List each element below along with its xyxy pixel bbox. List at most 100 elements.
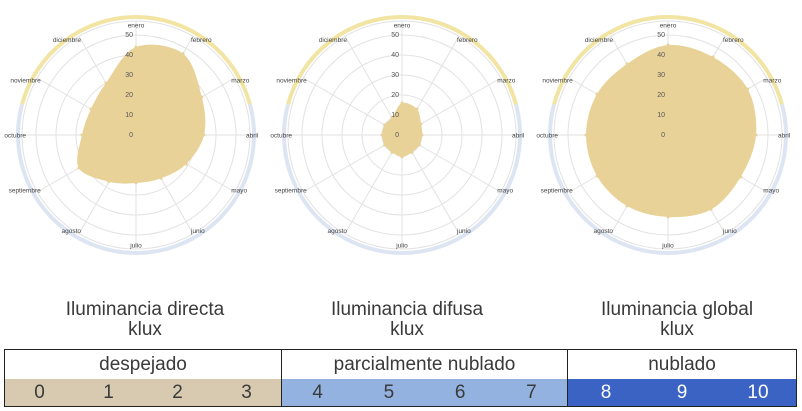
rim-arc-bottom bbox=[282, 103, 522, 255]
radar-svg: 0 10 20 30 40 50 enero febrero marzo abril mayo jun… bbox=[4, 15, 259, 255]
legend-group-label: parcialmente nublado bbox=[333, 354, 516, 375]
category-label: febrero bbox=[191, 37, 212, 44]
category-label: septiembre bbox=[541, 188, 574, 195]
category-label: diciembre bbox=[53, 37, 82, 44]
data-point bbox=[415, 107, 419, 111]
category-label: enero bbox=[394, 23, 411, 30]
data-point bbox=[89, 107, 93, 111]
legend-value: 7 bbox=[526, 382, 537, 403]
radial-tick-label: 10 bbox=[125, 112, 133, 119]
radial-tick-label: 40 bbox=[125, 52, 133, 59]
data-point bbox=[184, 162, 188, 166]
category-label: octubre bbox=[4, 133, 26, 140]
data-point bbox=[746, 87, 750, 91]
data-area bbox=[586, 44, 757, 218]
category-label: noviembre bbox=[276, 78, 307, 85]
radial-tick-label: 20 bbox=[391, 92, 399, 99]
data-point bbox=[584, 133, 588, 137]
legend-value: 2 bbox=[172, 382, 183, 403]
radial-tick-label: 30 bbox=[125, 72, 133, 79]
data-point bbox=[107, 180, 111, 184]
legend-group-nublado: nublado 8 9 10 bbox=[568, 350, 796, 406]
data-point bbox=[400, 155, 404, 159]
data-point bbox=[420, 133, 424, 137]
data-point bbox=[739, 175, 743, 179]
category-label: febrero bbox=[723, 37, 744, 44]
legend-group-label: despejado bbox=[99, 354, 187, 375]
data-point bbox=[754, 133, 758, 137]
legend-group-despejado: despejado 0 1 2 3 bbox=[5, 350, 281, 406]
cloudiness-legend: despejado 0 1 2 3 parcialmente nublado 4 5 6 7… bbox=[4, 349, 797, 407]
data-point bbox=[417, 143, 421, 147]
caption-title: Iluminancia directa bbox=[65, 299, 225, 320]
data-point bbox=[104, 81, 108, 85]
rim-arc-top bbox=[20, 15, 252, 105]
rim-arc-bottom bbox=[548, 103, 788, 255]
radar-chart-global: 0 10 20 30 40 50 enero febrero marzo abril mayo jun… bbox=[535, 8, 801, 262]
category-label: abril bbox=[512, 133, 525, 140]
caption-title: Iluminancia global bbox=[600, 299, 754, 320]
data-point bbox=[134, 45, 138, 49]
category-label: noviembre bbox=[542, 78, 573, 85]
data-point bbox=[400, 101, 404, 105]
legend-cells: 0 1 2 3 bbox=[5, 379, 281, 406]
caption-unit: klux bbox=[128, 319, 162, 340]
data-point bbox=[711, 55, 715, 59]
category-label: marzo bbox=[763, 78, 781, 85]
rim-arc-bottom bbox=[16, 103, 256, 255]
data-point bbox=[595, 174, 599, 178]
radial-tick-label: 20 bbox=[657, 92, 665, 99]
category-label: agosto bbox=[593, 228, 613, 235]
category-label: julio bbox=[129, 243, 142, 250]
data-point bbox=[666, 215, 670, 219]
data-point bbox=[134, 181, 138, 185]
category-label: enero bbox=[128, 23, 145, 30]
caption-global: Iluminancia global klux bbox=[544, 300, 802, 340]
legend-group-label: nublado bbox=[648, 354, 716, 375]
radar-chart-directa: 0 10 20 30 40 50 enero febrero marzo abril mayo jun… bbox=[3, 8, 269, 262]
legend-value: 9 bbox=[676, 382, 688, 403]
category-label: diciembre bbox=[585, 37, 614, 44]
category-label: marzo bbox=[231, 78, 249, 85]
caption-difusa: Iluminancia difusa klux bbox=[274, 300, 540, 340]
legend-value: 6 bbox=[454, 382, 466, 403]
caption-unit: klux bbox=[660, 319, 694, 340]
category-label: octubre bbox=[536, 133, 558, 140]
data-point bbox=[410, 150, 414, 154]
legend-value: 3 bbox=[241, 382, 252, 403]
legend-value: 0 bbox=[34, 382, 45, 403]
data-point bbox=[419, 122, 423, 126]
category-label: julio bbox=[395, 243, 408, 250]
category-label: septiembre bbox=[9, 188, 42, 195]
category-label: noviembre bbox=[10, 78, 41, 85]
legend-divider bbox=[281, 350, 282, 406]
data-area bbox=[77, 44, 206, 184]
category-label: abril bbox=[778, 133, 791, 140]
data-point bbox=[77, 166, 81, 170]
data-point bbox=[595, 92, 599, 96]
data-point bbox=[709, 207, 713, 211]
category-label: marzo bbox=[497, 78, 515, 85]
category-label: agosto bbox=[61, 228, 81, 235]
category-label: agosto bbox=[327, 228, 347, 235]
radar-chart-difusa: 0 10 20 30 40 50 enero febrero marzo abril mayo jun… bbox=[269, 8, 535, 262]
category-label: mayo bbox=[763, 188, 779, 195]
category-label: abril bbox=[246, 133, 259, 140]
radial-tick-label: 40 bbox=[657, 52, 665, 59]
data-point bbox=[181, 52, 185, 56]
category-label: julio bbox=[661, 243, 674, 250]
data-point bbox=[666, 43, 670, 47]
data-point bbox=[202, 133, 206, 137]
legend-cells: 8 9 10 bbox=[568, 379, 796, 406]
category-label: junio bbox=[190, 228, 205, 235]
category-label: junio bbox=[722, 228, 737, 235]
data-point bbox=[159, 176, 163, 180]
radial-tick-label: 10 bbox=[657, 112, 665, 119]
rim-arc-top bbox=[286, 15, 518, 105]
legend-value: 8 bbox=[600, 382, 612, 403]
legend-value: 10 bbox=[747, 382, 769, 403]
radial-tick-label: 40 bbox=[391, 52, 399, 59]
radial-tick-label: 50 bbox=[391, 32, 399, 39]
radial-tick-label: 50 bbox=[125, 32, 133, 39]
category-label: mayo bbox=[497, 188, 513, 195]
